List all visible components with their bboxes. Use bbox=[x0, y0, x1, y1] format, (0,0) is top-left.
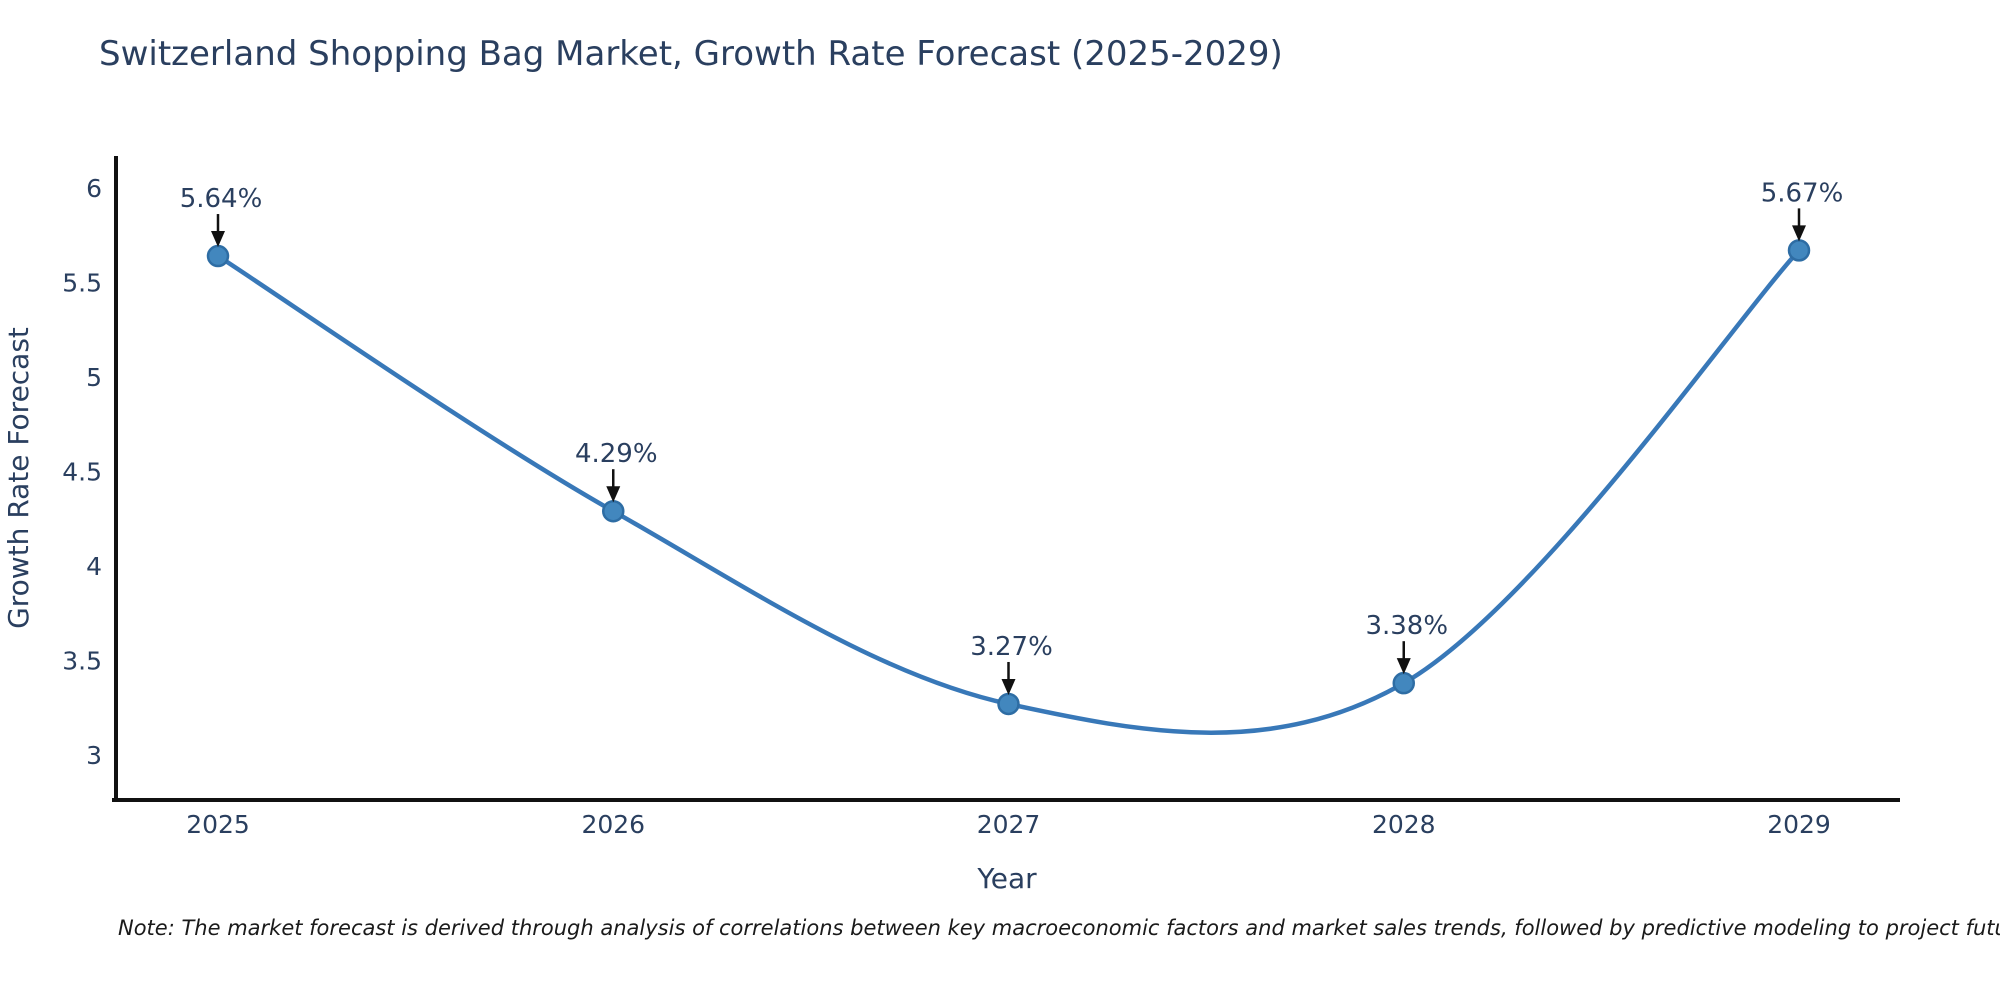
y-tick-label: 4 bbox=[86, 552, 102, 581]
annotation-arrowhead bbox=[1792, 225, 1806, 242]
annotation-arrowhead bbox=[1396, 658, 1411, 675]
data-point-marker-2025[interactable] bbox=[206, 244, 230, 268]
y-tick-label: 4.5 bbox=[62, 458, 102, 487]
x-tick-label: 2025 bbox=[186, 810, 250, 839]
annotation-label: 3.38% bbox=[1365, 611, 1448, 641]
annotation-label: 4.29% bbox=[575, 439, 658, 469]
data-point-marker-2027[interactable] bbox=[997, 692, 1020, 716]
x-tick-label: 2026 bbox=[581, 810, 645, 839]
chart-title: Switzerland Shopping Bag Market, Growth … bbox=[99, 34, 1283, 74]
annotation-arrowhead bbox=[606, 486, 621, 503]
annotation-label: 5.64% bbox=[180, 184, 263, 214]
footnote: Note: The market forecast is derived thr… bbox=[118, 916, 2000, 940]
annotation-arrowhead bbox=[211, 231, 225, 248]
data-point-marker-2026[interactable] bbox=[602, 499, 625, 523]
data-point-marker-2029[interactable] bbox=[1787, 239, 1811, 262]
y-tick-label: 3 bbox=[86, 741, 102, 770]
x-tick-label: 2028 bbox=[1372, 810, 1436, 839]
y-tick-label: 5.5 bbox=[62, 269, 102, 298]
y-tick-label: 5 bbox=[86, 363, 102, 392]
annotation-label: 5.67% bbox=[1761, 178, 1844, 208]
x-axis-title: Year bbox=[976, 862, 1037, 895]
annotation-label: 3.27% bbox=[970, 632, 1053, 662]
x-tick-label: 2027 bbox=[977, 810, 1041, 839]
y-tick-label: 3.5 bbox=[62, 647, 102, 676]
annotation-arrowhead bbox=[1001, 678, 1016, 695]
data-point-marker-2028[interactable] bbox=[1392, 671, 1415, 695]
y-axis-title: Growth Rate Forecast bbox=[2, 327, 35, 629]
x-tick-label: 2029 bbox=[1767, 810, 1831, 839]
y-tick-label: 6 bbox=[86, 174, 102, 203]
